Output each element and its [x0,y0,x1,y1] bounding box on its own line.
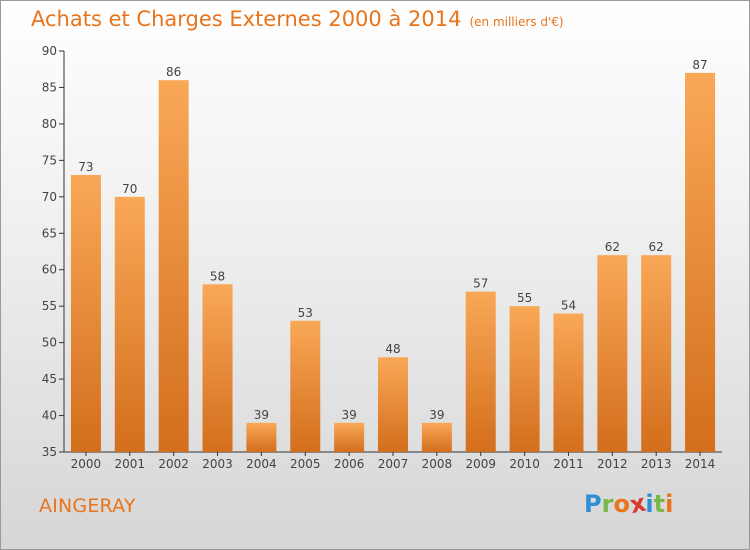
bar [421,422,452,452]
place-name: AINGERAY [39,495,136,517]
data-label: 86 [166,65,181,79]
logo-letter: i [645,490,654,518]
bar [465,291,496,452]
bar [114,196,145,452]
bar [246,422,277,452]
bar [202,284,233,452]
data-label: 54 [561,298,576,312]
y-tick-label: 90 [42,44,57,58]
x-tick-label: 2012 [597,457,628,471]
x-tick-label: 2007 [378,457,409,471]
logo-letter: P [584,490,602,518]
y-tick-label: 45 [42,372,57,386]
proxiti-logo[interactable]: Proxiti [584,489,674,520]
y-tick-label: 70 [42,190,57,204]
chart-subtitle: (en milliers d'€) [469,15,564,29]
y-tick-label: 55 [42,299,57,313]
data-label: 87 [692,58,707,72]
y-tick-label: 60 [42,263,57,277]
bar [334,422,365,452]
data-label: 39 [254,408,269,422]
x-tick-label: 2009 [465,457,496,471]
y-tick-label: 85 [42,80,57,94]
data-label: 55 [517,291,532,305]
data-label: 62 [605,240,620,254]
data-label: 70 [122,182,137,196]
bar [509,306,540,452]
chart-axes: 35 40 45 50 55 60 65 70 75 80 85 90 [42,44,722,459]
x-tick-label: 2010 [509,457,540,471]
x-tick-label: 2006 [334,457,365,471]
bar [290,320,321,452]
chart-labels: 73 2000 70 2001 86 2002 58 2003 39 2004 53 2005 39 20… [71,58,716,471]
y-tick-label: 65 [42,226,57,240]
x-tick-label: 2011 [553,457,584,471]
x-tick-label: 2005 [290,457,321,471]
bar [158,80,189,452]
x-tick-label: 2014 [685,457,716,471]
chart-title: Achats et Charges Externes 2000 à 2014 (e… [31,7,564,31]
x-tick-label: 2004 [246,457,277,471]
y-tick-label: 40 [42,409,57,423]
logo-letter: t [653,490,666,518]
data-label: 73 [78,160,93,174]
data-label: 53 [298,306,313,320]
data-label: 39 [341,408,356,422]
bar [685,72,716,452]
bar [641,255,672,452]
bar [378,357,408,452]
data-label: 58 [210,269,225,283]
x-tick-label: 2001 [115,457,146,471]
data-label: 57 [473,277,488,291]
title-text: Achats et Charges Externes 2000 à 2014 [31,7,462,31]
x-tick-label: 2008 [422,457,453,471]
y-tick-label: 75 [42,153,57,167]
logo-letter: r [601,490,614,518]
chart-bars [70,72,716,453]
data-label: 48 [385,342,400,356]
logo-letter: o [613,490,630,518]
data-label: 39 [429,408,444,422]
logo-letter: i [665,490,674,518]
x-tick-label: 2013 [641,457,672,471]
y-tick-label: 50 [42,336,57,350]
bar [70,174,101,453]
data-label: 62 [649,240,664,254]
y-tick-label: 80 [42,117,57,131]
x-tick-label: 2003 [202,457,233,471]
y-tick-label: 35 [42,445,57,459]
x-tick-label: 2000 [71,457,102,471]
bar [597,255,628,452]
x-tick-label: 2002 [158,457,189,471]
bar [553,313,584,452]
